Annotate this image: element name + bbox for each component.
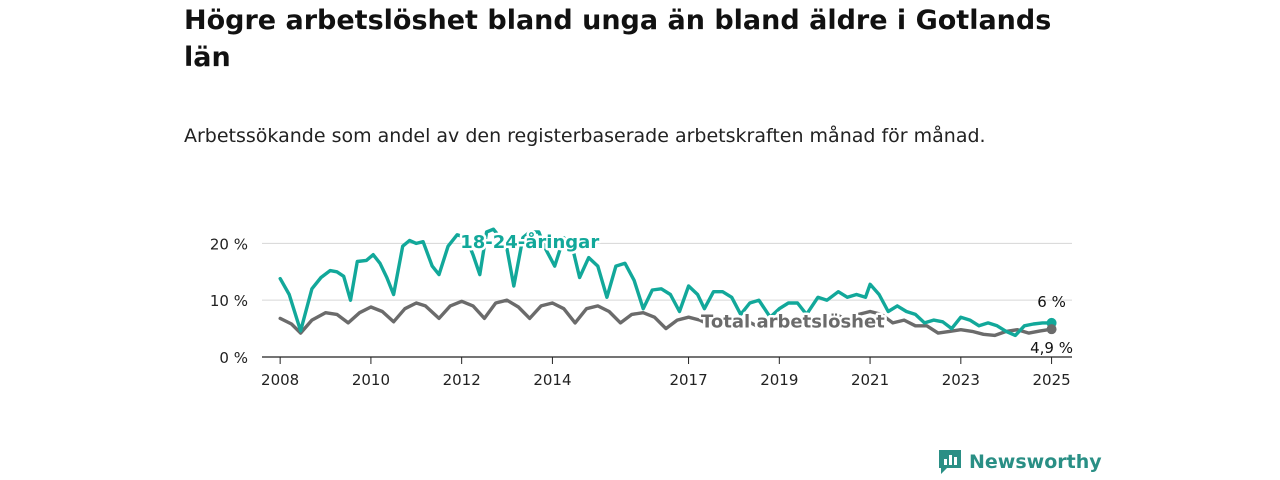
chart-subtitle: Arbetssökande som andel av den registerb… [184, 125, 986, 147]
series-line-total [278, 298, 1054, 338]
x-tick-label: 2021 [851, 371, 889, 389]
brand-logo: Newsworthy [937, 448, 1102, 476]
series-label: 18-24-åringar [460, 231, 599, 253]
x-tick-label: 2014 [533, 371, 571, 389]
x-tick-label: 2017 [669, 371, 707, 389]
y-tick-label: 0 % [219, 349, 248, 367]
end-value-label: 6 % [1037, 293, 1066, 311]
x-tick-label: 2019 [760, 371, 798, 389]
x-tick-label: 2010 [352, 371, 390, 389]
x-tick-label: 2023 [942, 371, 980, 389]
x-tick-label: 2008 [261, 371, 299, 389]
chart-title: Högre arbetslöshet bland unga än bland ä… [184, 5, 1052, 73]
newsworthy-logo-icon [939, 450, 961, 474]
series-label: Total arbetslöshet [701, 311, 885, 332]
brand-name: Newsworthy [969, 451, 1102, 473]
x-tick-label: 2012 [443, 371, 481, 389]
y-tick-label: 20 % [210, 235, 248, 253]
x-tick-label: 2025 [1032, 371, 1070, 389]
end-value-label: 4,9 % [1030, 339, 1073, 357]
y-tick-label: 10 % [210, 292, 248, 310]
series-line-18-24 [278, 227, 1054, 338]
series-end-point-total [1046, 324, 1057, 335]
